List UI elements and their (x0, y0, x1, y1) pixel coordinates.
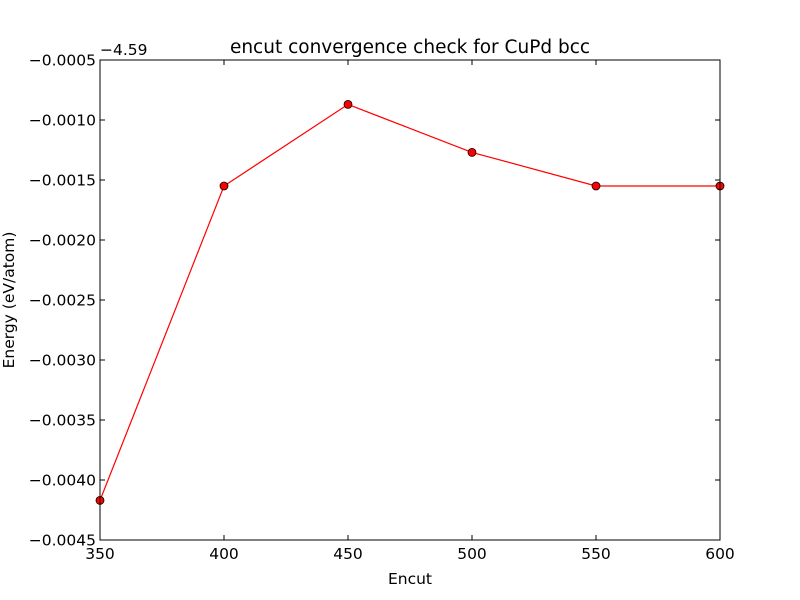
y-tick-label: −0.0005 (29, 52, 96, 70)
data-point (467, 147, 477, 157)
y-tick-label: −0.0025 (29, 292, 96, 310)
y-tick-label: −0.0035 (29, 412, 96, 430)
x-tick-label: 550 (581, 545, 611, 563)
y-tick-label: −0.0045 (29, 532, 96, 550)
x-tick-label: 350 (85, 545, 115, 563)
x-tick-label: 600 (705, 545, 735, 563)
y-tick-label: −0.0020 (29, 232, 96, 250)
data-point (591, 181, 601, 191)
series-line (99, 103, 720, 501)
data-point (219, 181, 229, 191)
chart-title: encut convergence check for CuPd bcc (230, 37, 590, 58)
data-point (343, 100, 353, 109)
series-layer (95, 100, 725, 505)
x-tick-label: 400 (209, 545, 239, 563)
y-axis-ticks: −0.0045 −0.0040 −0.0035 −0.0030 −0.0025 −0.00… (29, 52, 720, 550)
x-tick-label: 450 (333, 545, 363, 563)
x-tick-label: 500 (457, 545, 487, 563)
y-tick-label: −0.0015 (29, 172, 96, 190)
y-tick-label: −0.0010 (29, 112, 96, 130)
y-tick-label: −0.0040 (29, 472, 96, 490)
y-tick-label: −0.0030 (29, 352, 96, 370)
y-offset-label: −4.59 (100, 41, 148, 59)
x-axis-ticks: 350 400 450 500 550 600 (85, 60, 735, 563)
y-axis-label: Energy (eV/atom) (0, 232, 18, 369)
plot-area (100, 60, 720, 540)
x-axis-label: Encut (388, 570, 432, 588)
